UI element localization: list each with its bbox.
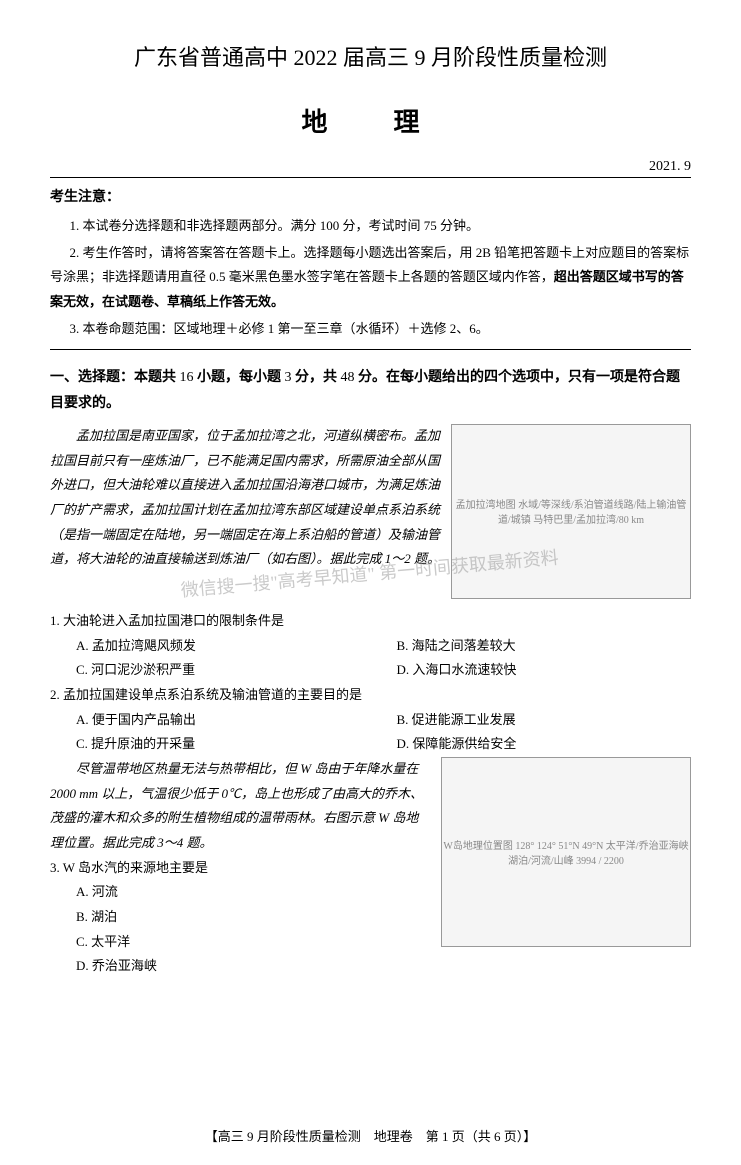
exam-date: 2021. 9 [50,159,691,178]
q1-option-b: B. 海陆之间落差较大 [371,634,692,659]
q3-option-c: C. 太平洋 [50,930,431,955]
notice-item-1: 1. 本试卷分选择题和非选择题两部分。满分 100 分，考试时间 75 分钟。 [50,214,691,239]
q3-option-d: D. 乔治亚海峡 [50,954,431,979]
question-1-stem: 1. 大油轮进入孟加拉国港口的限制条件是 [50,609,691,634]
map-1-bangladesh: 孟加拉湾地图 水域/等深线/系泊管道线路/陆上输油管道/城镇 马特巴里/孟加拉湾… [451,424,691,599]
notice-item-3: 3. 本卷命题范围：区域地理＋必修 1 第一至三章（水循环）＋选修 2、6。 [50,317,691,342]
question-2-stem: 2. 孟加拉国建设单点系泊系统及输油管道的主要目的是 [50,683,691,708]
q1-option-c: C. 河口泥沙淤积严重 [50,658,371,683]
divider [50,349,691,350]
sec1-p2: 16 [176,370,197,385]
notice-item-2: 2. 考生作答时，请将答案答在答题卡上。选择题每小题选出答案后，用 2B 铅笔把… [50,241,691,315]
question-3-stem: 3. W 岛水汽的来源地主要是 [50,856,431,881]
q1-option-a: A. 孟加拉湾飓风频发 [50,634,371,659]
q1-option-d: D. 入海口水流速较快 [371,658,692,683]
q3-option-b: B. 湖泊 [50,905,431,930]
q2-option-c: C. 提升原油的开采量 [50,732,371,757]
sec1-p4: 3 [281,370,295,385]
section-1-title: 一、选择题：本题共 16 小题，每小题 3 分，共 48 分。在每小题给出的四个… [50,365,691,415]
sec1-p5: 分，共 [295,370,337,385]
page-footer: 【高三 9 月阶段性质量检测 地理卷 第 1 页（共 6 页）】 [0,1126,741,1145]
sec1-p3: 小题，每小题 [197,370,281,385]
q2-option-d: D. 保障能源供给安全 [371,732,692,757]
passage-2: 尽管温带地区热量无法与热带相比，但 W 岛由于年降水量在 2000 mm 以上，… [50,757,431,856]
exam-title: 广东省普通高中 2022 届高三 9 月阶段性质量检测 [50,40,691,72]
subject-title: 地 理 [50,102,691,139]
passage-1: 孟加拉国是南亚国家，位于孟加拉湾之北，河道纵横密布。孟加拉国目前只有一座炼油厂，… [50,424,441,572]
q2-option-b: B. 促进能源工业发展 [371,708,692,733]
q3-option-a: A. 河流 [50,880,431,905]
sec1-p6: 48 [337,370,358,385]
sec1-p1: 一、选择题：本题共 [50,370,176,385]
notice-heading: 考生注意： [50,186,691,206]
q2-option-a: A. 便于国内产品输出 [50,708,371,733]
map-2-w-island: W岛地理位置图 128° 124° 51°N 49°N 太平洋/乔治亚海峡 湖泊… [441,757,691,947]
